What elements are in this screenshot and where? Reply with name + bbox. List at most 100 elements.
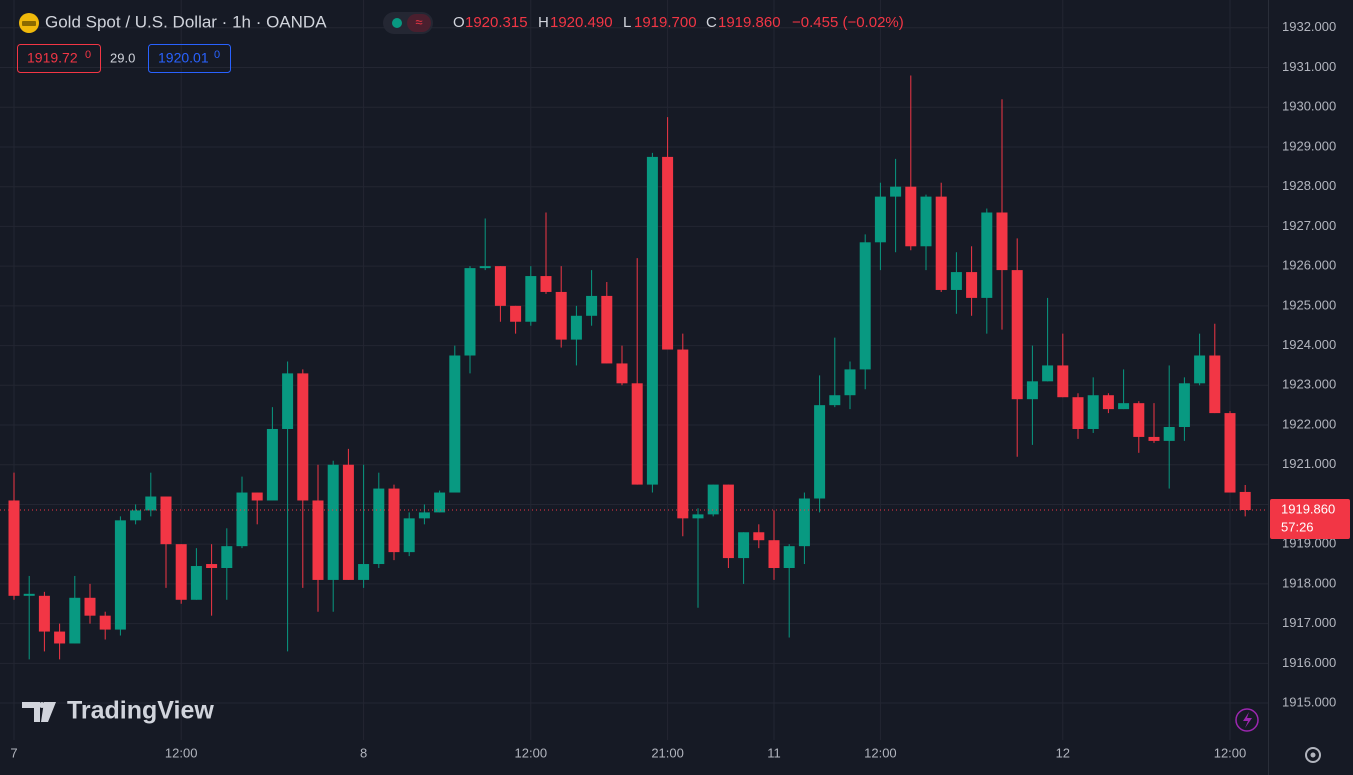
countdown: 57:26	[1281, 519, 1314, 534]
candle-body	[1026, 381, 1038, 400]
watermark-logo	[22, 702, 56, 722]
candle-body	[434, 492, 446, 513]
candle-body	[1194, 355, 1206, 384]
candle-body	[981, 212, 993, 298]
candle-body	[358, 564, 370, 580]
candle-body	[206, 564, 218, 569]
candles	[8, 75, 1251, 660]
candle-body	[722, 484, 734, 559]
chart-title: Gold Spot / U.S. Dollar · 1h · OANDA	[45, 12, 327, 31]
candle-body	[282, 373, 294, 429]
candle-body	[130, 510, 142, 521]
candle-body	[996, 212, 1008, 271]
candle-body	[84, 597, 96, 616]
ask-price: 1920.01	[158, 50, 209, 66]
candle-body	[555, 291, 567, 340]
candle-body	[616, 363, 628, 384]
candle-body	[601, 295, 613, 364]
ohlc-value: 1919.700	[634, 14, 697, 31]
y-tick-label: 1923.000	[1282, 377, 1336, 392]
y-tick-label: 1921.000	[1282, 456, 1336, 471]
candle-body	[1102, 395, 1114, 410]
candle-body	[23, 593, 35, 596]
status-wave-icon: ≈	[415, 14, 422, 29]
symbol-icon-bar	[22, 21, 36, 26]
last-price-box	[1270, 499, 1350, 540]
candle-body	[525, 276, 537, 322]
candle-body	[966, 272, 978, 298]
bid-price-sub: 0	[85, 49, 91, 61]
x-tick-label: 7	[10, 745, 17, 760]
candle-body	[677, 349, 689, 519]
candle-body	[464, 268, 476, 356]
candle-body	[753, 532, 765, 541]
bid-price: 1919.72	[27, 50, 78, 66]
candle-body	[160, 496, 172, 545]
candle-body	[829, 395, 841, 406]
watermark: TradingView	[67, 697, 214, 725]
candle-body	[494, 266, 506, 306]
candle-body	[890, 186, 902, 197]
ohlc-value: 1919.860	[718, 14, 781, 31]
ohlc-label: C	[706, 14, 717, 31]
candle-body	[874, 196, 886, 243]
y-tick-label: 1915.000	[1282, 694, 1336, 709]
candle-body	[388, 488, 400, 553]
candle-body	[1148, 436, 1160, 441]
y-tick-label: 1919.000	[1282, 536, 1336, 551]
x-tick-label: 12:00	[1214, 745, 1247, 760]
candle-body	[662, 156, 674, 350]
ask-price-sub: 0	[214, 49, 220, 61]
y-tick-label: 1922.000	[1282, 416, 1336, 431]
ask-box[interactable]	[148, 44, 231, 73]
status-dot	[392, 18, 402, 28]
alert-icon[interactable]	[1235, 708, 1259, 732]
candle-body	[38, 595, 50, 632]
candle-body	[479, 266, 491, 269]
candle-body	[54, 631, 66, 644]
candle-body	[1239, 491, 1251, 511]
candle-body	[950, 272, 962, 290]
candle-body	[145, 496, 157, 511]
y-tick-label: 1930.000	[1282, 99, 1336, 114]
candle-body	[373, 488, 385, 565]
candle-body	[418, 512, 430, 519]
candle-body	[327, 464, 339, 580]
candle-body	[570, 315, 582, 340]
candle-body	[1163, 426, 1175, 441]
candle-body	[1209, 355, 1221, 414]
candle-body	[1118, 403, 1130, 410]
settings-icon-center	[1310, 752, 1316, 758]
candle-body	[540, 276, 552, 292]
ohlc-label: L	[623, 14, 631, 31]
candle-body	[190, 566, 202, 600]
candle-body	[844, 369, 856, 396]
candle-body	[1042, 365, 1054, 382]
candle-body	[175, 544, 187, 600]
bid-box[interactable]	[17, 44, 101, 73]
y-tick-label: 1932.000	[1282, 19, 1336, 34]
y-tick-label: 1918.000	[1282, 575, 1336, 590]
candle-body	[297, 373, 309, 501]
ohlc-value: 1920.315	[465, 14, 528, 31]
watermark-logo-dot	[39, 702, 45, 708]
y-tick-label: 1931.000	[1282, 59, 1336, 74]
x-tick-label: 12:00	[515, 745, 548, 760]
candle-body	[1178, 383, 1190, 427]
x-tick-label: 8	[360, 745, 367, 760]
y-tick-label: 1925.000	[1282, 297, 1336, 312]
candle-body	[707, 484, 719, 515]
candle-body	[342, 464, 354, 580]
status-wave	[407, 14, 431, 32]
candle-body	[1072, 397, 1084, 429]
candle-body	[646, 156, 658, 485]
candle-body	[783, 546, 795, 569]
grid	[0, 0, 1268, 740]
y-tick-label: 1927.000	[1282, 218, 1336, 233]
x-tick-label: 12	[1056, 745, 1070, 760]
settings-icon[interactable]	[1305, 747, 1321, 763]
candle-body	[859, 242, 871, 370]
candle-body	[510, 305, 522, 322]
